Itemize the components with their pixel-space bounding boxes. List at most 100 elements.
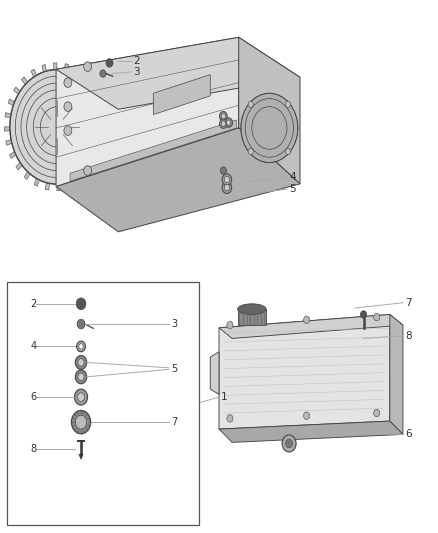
Text: 5: 5 [289, 184, 296, 194]
Circle shape [220, 167, 226, 174]
Text: 3: 3 [171, 319, 177, 329]
Circle shape [78, 359, 84, 366]
Polygon shape [64, 63, 69, 71]
Polygon shape [42, 64, 46, 72]
Circle shape [77, 319, 85, 329]
Polygon shape [74, 68, 80, 75]
Circle shape [219, 119, 227, 128]
Polygon shape [99, 148, 106, 155]
Circle shape [286, 148, 291, 155]
Circle shape [221, 114, 226, 119]
Text: 8: 8 [31, 444, 37, 454]
Circle shape [74, 389, 88, 405]
Circle shape [241, 93, 298, 163]
Polygon shape [94, 160, 100, 167]
Circle shape [227, 321, 233, 329]
Circle shape [248, 148, 253, 155]
Polygon shape [56, 37, 239, 187]
Text: 2: 2 [31, 299, 37, 309]
Polygon shape [56, 37, 300, 109]
Polygon shape [92, 84, 98, 91]
Circle shape [222, 174, 232, 185]
Circle shape [225, 118, 233, 127]
Text: 1: 1 [220, 392, 227, 402]
Polygon shape [34, 179, 39, 186]
Polygon shape [153, 75, 210, 115]
Circle shape [64, 78, 72, 87]
Polygon shape [21, 77, 28, 84]
Polygon shape [237, 309, 266, 325]
Polygon shape [239, 37, 300, 184]
Polygon shape [10, 152, 16, 158]
Polygon shape [16, 163, 22, 170]
Polygon shape [103, 136, 109, 141]
Polygon shape [24, 172, 30, 180]
Circle shape [71, 410, 91, 434]
Text: 4: 4 [31, 342, 37, 351]
Circle shape [304, 412, 310, 419]
Polygon shape [219, 421, 403, 442]
Polygon shape [70, 120, 237, 181]
Text: 4: 4 [289, 172, 296, 182]
Text: 8: 8 [405, 331, 412, 341]
Circle shape [84, 166, 92, 175]
Polygon shape [57, 184, 60, 191]
Circle shape [219, 111, 227, 121]
Circle shape [227, 415, 233, 422]
Circle shape [75, 370, 87, 384]
Circle shape [106, 59, 113, 67]
Bar [7, 282, 199, 525]
Polygon shape [86, 169, 92, 177]
Text: 7: 7 [405, 298, 412, 308]
Circle shape [78, 373, 84, 381]
Circle shape [286, 101, 291, 108]
Ellipse shape [237, 304, 266, 314]
Circle shape [304, 316, 310, 324]
Circle shape [79, 344, 83, 349]
Circle shape [374, 313, 380, 321]
Circle shape [64, 102, 72, 111]
Polygon shape [4, 127, 10, 131]
Text: 6: 6 [405, 430, 412, 439]
Circle shape [221, 121, 226, 126]
Text: 7: 7 [171, 417, 177, 427]
Circle shape [76, 298, 86, 310]
Polygon shape [84, 74, 90, 82]
Circle shape [360, 311, 367, 318]
Circle shape [84, 62, 92, 71]
Polygon shape [210, 352, 219, 394]
Text: 2: 2 [134, 56, 140, 66]
Polygon shape [31, 69, 36, 77]
Circle shape [77, 341, 85, 352]
Polygon shape [219, 314, 403, 338]
Circle shape [248, 101, 253, 108]
Polygon shape [45, 183, 49, 190]
Circle shape [100, 70, 106, 77]
Circle shape [222, 182, 232, 193]
Circle shape [374, 409, 380, 417]
Circle shape [10, 69, 104, 184]
Text: 6: 6 [31, 392, 37, 402]
Circle shape [224, 176, 230, 183]
Polygon shape [5, 112, 11, 118]
Text: 3: 3 [134, 67, 140, 77]
Circle shape [226, 120, 231, 125]
Circle shape [78, 393, 85, 401]
Polygon shape [78, 177, 83, 184]
Polygon shape [14, 87, 20, 94]
Polygon shape [79, 454, 83, 459]
Circle shape [224, 184, 230, 191]
Text: 5: 5 [171, 364, 177, 374]
Circle shape [75, 356, 87, 369]
Polygon shape [390, 314, 403, 434]
Polygon shape [102, 108, 108, 114]
Circle shape [286, 439, 293, 448]
Polygon shape [6, 140, 12, 146]
Circle shape [282, 435, 296, 452]
Circle shape [64, 126, 72, 135]
Polygon shape [53, 63, 57, 69]
Polygon shape [219, 314, 390, 429]
Circle shape [75, 415, 87, 429]
Polygon shape [98, 95, 104, 102]
Polygon shape [56, 128, 300, 232]
